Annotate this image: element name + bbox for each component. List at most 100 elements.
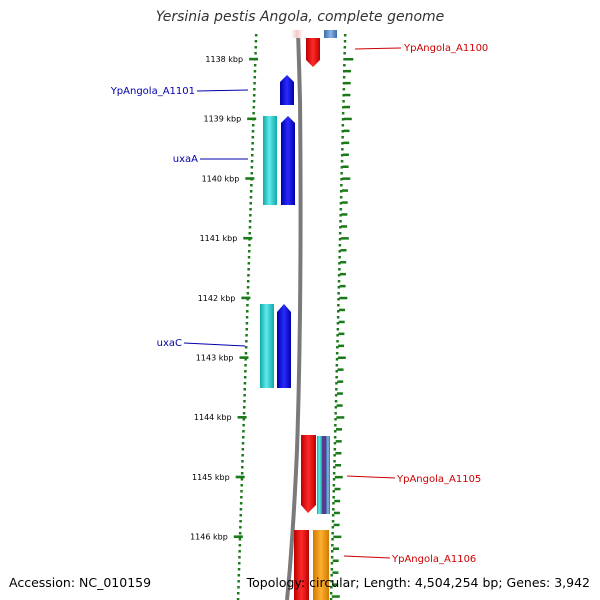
- guide-dot-right: [341, 118, 345, 121]
- guide-dot-right: [337, 292, 340, 295]
- scale-tick-left-major: [239, 356, 249, 359]
- guide-dot-left: [241, 460, 244, 463]
- gene-cyan-1105[interactable]: [317, 436, 322, 514]
- gene-block-top-pale[interactable]: [291, 30, 303, 38]
- guide-dot-left: [242, 436, 245, 439]
- guide-dot-right: [334, 406, 338, 409]
- scale-tick-right-minor: [336, 404, 343, 407]
- scale-tick-right-minor: [341, 201, 348, 204]
- scale-tick-right-minor: [334, 487, 341, 491]
- guide-dot-right: [339, 214, 342, 217]
- gene-uxaa[interactable]: [281, 116, 295, 205]
- scale-tick-right-minor: [332, 571, 339, 574]
- gene-purple-1105[interactable]: [322, 436, 326, 514]
- label-ypangola-a1101[interactable]: YpAngola_A1101: [110, 86, 195, 97]
- gene-cyan-2[interactable]: [260, 304, 274, 388]
- scale-tick-right-minor: [341, 213, 348, 216]
- scale-tick-left-major: [237, 416, 247, 419]
- scale-tick-right-major: [340, 237, 349, 240]
- guide-dot-left: [245, 322, 249, 325]
- scale-tick-right-major: [342, 177, 351, 180]
- scale-tick-right-minor: [342, 153, 349, 156]
- guide-dot-right: [342, 76, 346, 79]
- guide-dot-right: [336, 334, 339, 337]
- scale-tick-right-major: [334, 475, 343, 479]
- guide-dot-left: [248, 244, 251, 247]
- guide-dot-left: [245, 328, 248, 331]
- scale-tick-right-minor: [337, 368, 344, 371]
- scale-tick-left-major: [235, 475, 245, 479]
- scale-tick-right-major: [331, 595, 340, 598]
- guide-dot-right: [331, 532, 334, 535]
- label-ypangola-a1100[interactable]: YpAngola_A1100: [403, 43, 488, 54]
- scale-tick-right-minor: [344, 93, 351, 97]
- guide-dot-right: [329, 598, 333, 600]
- guide-dot-left: [249, 196, 253, 199]
- guide-dot-right: [332, 490, 335, 493]
- guide-dot-left: [243, 388, 246, 391]
- guide-dot-left: [239, 514, 242, 517]
- guide-dot-left: [237, 574, 241, 577]
- guide-dot-right: [330, 562, 334, 565]
- guide-dot-left: [251, 142, 254, 145]
- scale-tick-right-major: [343, 117, 352, 121]
- gene-ypangola-a1106[interactable]: [313, 530, 329, 600]
- scale-tick-right-minor: [333, 523, 340, 527]
- scale-tick-right-minor: [336, 428, 342, 431]
- label-uxac[interactable]: uxaC: [157, 338, 182, 349]
- guide-dot-right: [342, 94, 345, 97]
- gene-ypangola-a1101[interactable]: [280, 75, 294, 105]
- guide-dot-left: [244, 352, 248, 355]
- guide-dot-left: [253, 82, 256, 85]
- gene-cyan-1[interactable]: [263, 116, 277, 205]
- gene-red-1105a[interactable]: [301, 435, 316, 513]
- guide-dot-right: [341, 124, 345, 127]
- guide-dot-left: [240, 472, 244, 475]
- guide-dot-right: [332, 484, 336, 487]
- scale-tick-right-minor: [336, 392, 343, 395]
- guide-dot-left: [237, 580, 240, 583]
- guide-dot-left: [244, 364, 247, 367]
- guide-dot-left: [240, 478, 244, 481]
- map-title: Yersinia pestis Angola, complete genome: [155, 9, 445, 25]
- leader-ypangola-a1105: [346, 475, 396, 479]
- guide-dot-right: [331, 544, 334, 547]
- guide-dot-right: [341, 130, 344, 133]
- guide-dot-right: [343, 70, 346, 73]
- gene-uxac[interactable]: [277, 304, 291, 388]
- leader-ypangola-a1101: [196, 89, 249, 92]
- guide-dot-right: [341, 142, 344, 145]
- label-ypangola-a1105[interactable]: YpAngola_A1105: [396, 474, 481, 485]
- gene-ypangola-a1100[interactable]: [306, 38, 320, 67]
- guide-dot-right: [337, 280, 341, 283]
- guide-dot-right: [333, 466, 336, 469]
- guide-dot-left: [243, 400, 246, 403]
- guide-dot-left: [246, 310, 249, 313]
- gene-labels: YpAngola_A1100 YpAngola_A1101 uxaA uxaC …: [110, 43, 489, 565]
- guide-dot-left: [252, 106, 256, 109]
- scale-tick-right-minor: [333, 511, 340, 515]
- guide-dot-right: [337, 298, 340, 301]
- guide-dot-right: [331, 526, 335, 529]
- guide-dot-left: [253, 76, 256, 79]
- guide-dot-left: [251, 154, 254, 157]
- guide-dot-left: [245, 316, 249, 319]
- gene-block-top-steelblue[interactable]: [324, 30, 337, 38]
- label-ypangola-a1106[interactable]: YpAngola_A1106: [391, 554, 476, 565]
- scale-tick-right-minor: [345, 69, 351, 73]
- guide-dot-right: [335, 352, 339, 355]
- guide-dot-left: [253, 88, 256, 91]
- gene-features: [260, 30, 337, 600]
- guide-dot-left: [246, 292, 250, 295]
- gene-red-1106[interactable]: [294, 530, 309, 600]
- guide-dot-right: [339, 226, 342, 229]
- scale-tick-label: 1145 kbp: [192, 473, 230, 482]
- gene-steel-1105[interactable]: [326, 436, 330, 514]
- guide-dot-left: [251, 130, 255, 133]
- guide-dot-left: [250, 160, 254, 163]
- guide-dot-right: [341, 148, 344, 151]
- guide-dot-left: [243, 382, 247, 385]
- scale-tick-right-minor: [338, 320, 345, 324]
- label-uxaa[interactable]: uxaA: [173, 154, 198, 165]
- guide-dot-right: [338, 268, 341, 271]
